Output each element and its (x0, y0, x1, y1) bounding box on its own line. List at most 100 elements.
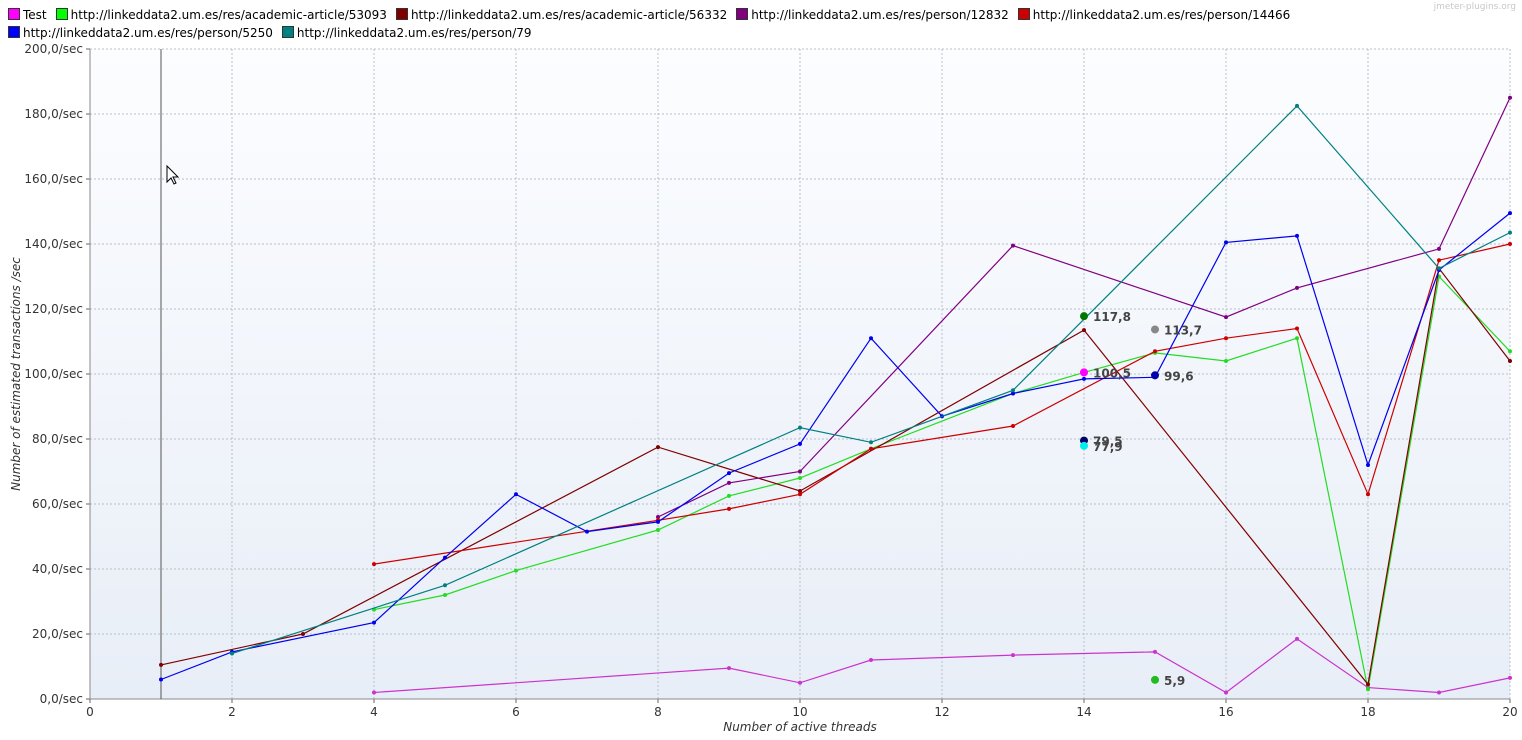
data-point (1011, 388, 1015, 393)
annotation-marker (1080, 368, 1088, 377)
annotation-label: 113,7 (1164, 323, 1202, 337)
data-point (514, 568, 518, 573)
data-point (1366, 682, 1370, 687)
x-axis-title: Number of active threads (723, 720, 877, 734)
x-tick-label: 2 (228, 705, 236, 719)
data-point (1437, 258, 1441, 263)
y-tick-label: 0,0/sec (40, 692, 83, 706)
data-point (1295, 336, 1299, 341)
legend-item: http://linkeddata2.um.es/res/academic-ar… (395, 6, 727, 24)
data-point (1224, 240, 1228, 245)
series-line (657, 97, 1511, 518)
data-point (1224, 336, 1228, 341)
legend-item: http://linkeddata2.um.es/res/academic-ar… (55, 6, 387, 24)
annotation-label: 79,5 (1093, 435, 1123, 449)
y-tick-label: 200,0/sec (24, 42, 83, 56)
data-point (1295, 233, 1299, 238)
legend-label: http://linkeddata2.um.es/res/academic-ar… (70, 8, 387, 22)
series-line (231, 105, 1511, 655)
annotation-marker (1151, 675, 1159, 684)
data-point (1082, 328, 1086, 333)
data-point (656, 519, 660, 524)
legend-label: http://linkeddata2.um.es/res/person/5250 (23, 26, 273, 40)
data-point (230, 651, 234, 656)
legend-swatch (281, 26, 294, 38)
x-tick-label: 12 (934, 705, 949, 719)
legend-swatch (8, 8, 20, 20)
legend-label: http://linkeddata2.um.es/res/person/1283… (751, 8, 1009, 22)
annotation-label: 99,6 (1164, 369, 1194, 383)
y-tick-label: 160,0/sec (24, 172, 83, 186)
data-point (798, 425, 802, 430)
data-point (159, 677, 163, 682)
data-point (443, 593, 447, 597)
data-point (869, 446, 873, 451)
data-point (443, 583, 447, 588)
legend-item: http://linkeddata2.um.es/res/person/79 (281, 24, 532, 42)
annotation-label: 100,5 (1093, 366, 1131, 380)
data-point (798, 489, 802, 493)
annotation-marker (1080, 441, 1088, 450)
data-point (301, 632, 305, 636)
chart-legend: Test http://linkeddata2.um.es/res/academi… (8, 6, 1488, 42)
data-point (1508, 242, 1512, 246)
data-point (656, 515, 660, 519)
data-point (869, 336, 873, 341)
x-tick-label: 6 (512, 705, 520, 719)
annotation-marker (1080, 312, 1088, 321)
data-point (798, 680, 802, 685)
data-point (869, 440, 873, 445)
y-tick-label: 40,0/sec (32, 562, 83, 576)
data-point (1437, 246, 1441, 251)
data-point (1508, 95, 1512, 100)
data-point (798, 492, 802, 497)
data-point (1366, 687, 1370, 692)
data-point (727, 493, 731, 498)
legend-item: http://linkeddata2.um.es/res/person/1446… (1017, 6, 1290, 24)
legend-swatch (395, 8, 408, 20)
data-point (585, 529, 589, 534)
y-tick-label: 120,0/sec (24, 302, 83, 316)
data-point (798, 476, 802, 480)
legend-label: http://linkeddata2.um.es/res/person/79 (296, 26, 532, 40)
legend-swatch (55, 8, 68, 20)
annotation-marker (1151, 371, 1159, 380)
data-point (1011, 391, 1015, 396)
x-tick-label: 10 (792, 705, 807, 719)
x-tick-label: 14 (1076, 705, 1091, 719)
data-point (1508, 359, 1512, 363)
series (159, 211, 1512, 682)
annotation-label: 117,8 (1093, 310, 1131, 324)
legend-item: Test (8, 6, 47, 24)
x-tick-label: 16 (1218, 705, 1233, 719)
legend-label: Test (23, 8, 47, 22)
data-point (1508, 230, 1512, 235)
data-point (1437, 690, 1441, 695)
series-line (160, 266, 1511, 686)
data-point (1295, 103, 1299, 108)
data-point (727, 480, 731, 485)
data-point (1366, 492, 1370, 497)
data-point (1508, 349, 1512, 354)
watermark: jmeter-plugins.org (1433, 2, 1516, 12)
legend-item: http://linkeddata2.um.es/res/person/5250 (8, 24, 273, 42)
annotation-marker (1151, 325, 1159, 334)
y-axis-title: Number of estimated transactions /sec (9, 257, 23, 491)
y-tick-label: 20,0/sec (32, 627, 83, 641)
y-tick-label: 140,0/sec (24, 237, 83, 251)
data-point (1437, 266, 1441, 271)
annotation-label: 5,9 (1164, 674, 1185, 688)
series-line (373, 243, 1511, 565)
data-point (514, 492, 518, 497)
data-point (656, 528, 660, 532)
data-point (1366, 463, 1370, 467)
mouse-cursor-icon (166, 164, 180, 185)
annotation-label: 77,9 (1093, 440, 1123, 454)
data-point (1295, 285, 1299, 290)
x-tick-label: 8 (654, 705, 662, 719)
data-point (1011, 243, 1015, 248)
data-point (1153, 349, 1157, 354)
legend-swatch (736, 8, 749, 20)
series (656, 95, 1512, 519)
legend-swatch (8, 26, 20, 38)
